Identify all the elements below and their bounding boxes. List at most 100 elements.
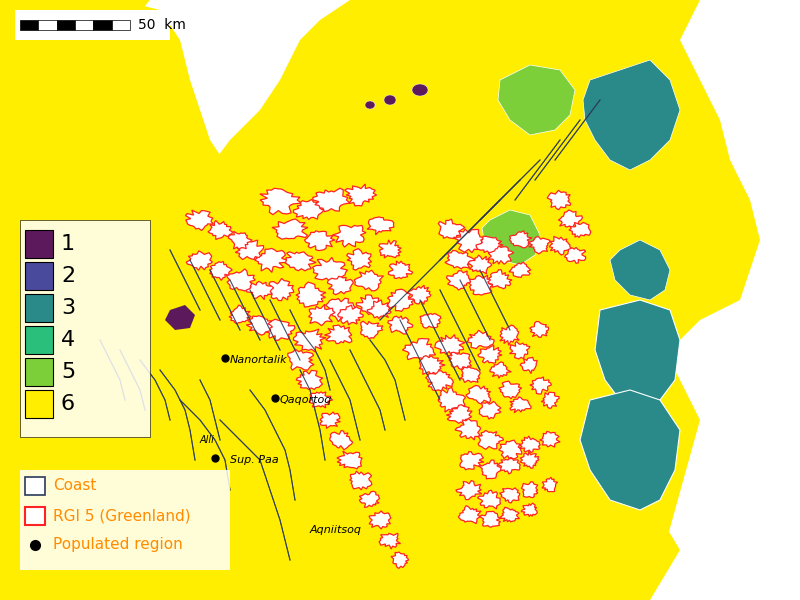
Polygon shape	[387, 289, 414, 311]
Polygon shape	[309, 392, 333, 408]
Text: 50  km: 50 km	[138, 18, 186, 32]
Polygon shape	[354, 270, 383, 291]
Polygon shape	[263, 319, 295, 340]
Text: 4: 4	[61, 330, 75, 350]
Polygon shape	[540, 431, 560, 447]
Bar	[25, 294, 53, 322]
Bar	[25, 507, 45, 525]
Polygon shape	[521, 503, 538, 517]
Bar	[25, 390, 53, 418]
Polygon shape	[460, 452, 484, 470]
Polygon shape	[499, 381, 522, 399]
Polygon shape	[350, 471, 372, 490]
Polygon shape	[583, 60, 680, 170]
Bar	[25, 230, 53, 258]
Polygon shape	[408, 285, 431, 304]
Polygon shape	[455, 419, 481, 440]
Text: RGI 5 (Greenland): RGI 5 (Greenland)	[53, 509, 190, 523]
Polygon shape	[482, 210, 540, 265]
Polygon shape	[510, 341, 530, 359]
Polygon shape	[519, 436, 540, 452]
Polygon shape	[379, 533, 401, 549]
Polygon shape	[509, 262, 531, 277]
Bar	[25, 358, 53, 386]
Polygon shape	[229, 232, 252, 249]
Polygon shape	[326, 298, 355, 322]
Polygon shape	[337, 451, 362, 469]
Polygon shape	[467, 330, 494, 349]
Polygon shape	[469, 275, 494, 295]
Polygon shape	[288, 349, 314, 370]
Polygon shape	[558, 210, 582, 230]
Bar	[57, 20, 75, 30]
Polygon shape	[165, 305, 195, 330]
Polygon shape	[226, 269, 255, 291]
Polygon shape	[487, 246, 514, 264]
Bar	[25, 262, 53, 290]
Polygon shape	[501, 507, 519, 522]
Polygon shape	[0, 0, 680, 600]
Polygon shape	[272, 219, 308, 239]
Polygon shape	[435, 335, 465, 356]
Polygon shape	[595, 300, 680, 410]
Polygon shape	[565, 247, 586, 263]
Polygon shape	[499, 488, 520, 503]
Polygon shape	[388, 261, 413, 278]
Polygon shape	[100, 0, 350, 180]
Polygon shape	[379, 240, 401, 258]
Polygon shape	[235, 240, 264, 260]
Polygon shape	[460, 367, 480, 382]
Polygon shape	[458, 506, 481, 524]
Polygon shape	[208, 220, 233, 239]
Polygon shape	[266, 278, 294, 301]
Text: 5: 5	[61, 362, 75, 382]
Polygon shape	[478, 460, 502, 479]
Polygon shape	[498, 65, 575, 135]
Polygon shape	[359, 491, 379, 508]
Polygon shape	[478, 346, 502, 363]
Text: Populated region: Populated region	[53, 538, 182, 553]
Polygon shape	[419, 356, 445, 376]
Polygon shape	[456, 481, 482, 500]
Polygon shape	[186, 251, 212, 271]
Polygon shape	[500, 325, 519, 346]
Polygon shape	[305, 231, 335, 251]
Polygon shape	[610, 240, 670, 300]
Polygon shape	[446, 404, 472, 424]
Polygon shape	[388, 316, 413, 334]
Bar	[25, 477, 45, 495]
Ellipse shape	[365, 101, 375, 109]
Polygon shape	[650, 0, 800, 600]
Bar	[20, 20, 38, 30]
Bar	[25, 326, 53, 354]
Polygon shape	[520, 358, 537, 374]
Polygon shape	[550, 236, 572, 255]
Polygon shape	[246, 281, 274, 299]
Polygon shape	[499, 440, 522, 459]
Polygon shape	[313, 188, 350, 212]
Polygon shape	[446, 271, 474, 290]
Polygon shape	[309, 304, 335, 326]
Ellipse shape	[384, 95, 396, 105]
Polygon shape	[479, 401, 501, 419]
Polygon shape	[345, 184, 377, 206]
Ellipse shape	[412, 84, 428, 96]
Polygon shape	[466, 385, 490, 404]
Polygon shape	[346, 248, 371, 270]
Polygon shape	[229, 305, 251, 323]
Polygon shape	[338, 305, 363, 325]
Polygon shape	[313, 257, 347, 282]
Polygon shape	[480, 511, 502, 527]
Polygon shape	[320, 412, 341, 428]
Text: Coast: Coast	[53, 479, 96, 493]
Polygon shape	[542, 477, 558, 491]
Polygon shape	[468, 255, 492, 274]
Polygon shape	[246, 316, 273, 335]
Polygon shape	[294, 199, 323, 220]
Polygon shape	[530, 322, 549, 337]
Polygon shape	[478, 430, 503, 449]
Polygon shape	[510, 231, 532, 248]
Polygon shape	[186, 210, 214, 230]
Polygon shape	[260, 188, 302, 215]
Polygon shape	[391, 552, 409, 568]
